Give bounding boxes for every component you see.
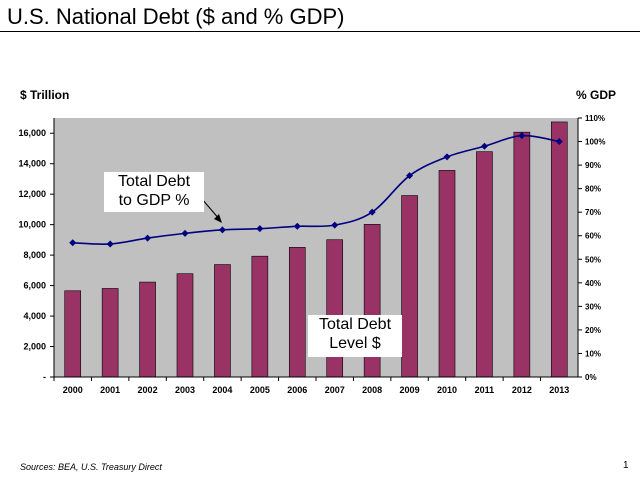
- line-point-2002: [144, 234, 152, 242]
- left-tick-label: 2,000: [23, 342, 46, 352]
- line-point-2000: [69, 239, 77, 247]
- line-point-2001: [106, 240, 114, 248]
- left-tick-label: 10,000: [18, 220, 46, 230]
- right-tick-label: 80%: [585, 185, 601, 194]
- line-point-2011: [480, 142, 488, 150]
- bar-2006: [288, 247, 306, 378]
- bar-2004: [214, 264, 231, 378]
- right-tick-label: 50%: [585, 255, 601, 264]
- x-tick-label: 2004: [212, 385, 232, 395]
- right-axis-unit-label: % GDP: [576, 88, 617, 102]
- line-point-2006: [293, 222, 301, 230]
- debt-to-gdp-callout: Total Debt to GDP %: [104, 172, 204, 212]
- x-tick-label: 2007: [325, 385, 345, 395]
- line-point-2012: [518, 132, 526, 140]
- bar-2002: [139, 281, 156, 378]
- x-tick-label: 2008: [362, 385, 382, 395]
- line-point-2005: [256, 225, 264, 233]
- left-tick-label: 12,000: [18, 189, 46, 199]
- line-point-2003: [181, 229, 189, 237]
- bar-2005: [251, 255, 269, 378]
- x-tick-label: 2006: [287, 385, 307, 395]
- left-tick-label: 6,000: [23, 281, 46, 291]
- line-point-2010: [443, 153, 451, 161]
- right-tick-label: 30%: [585, 302, 601, 311]
- x-tick-label: 2009: [400, 385, 420, 395]
- bar-2012: [513, 131, 531, 378]
- callout-arrowhead: [214, 214, 222, 223]
- line-point-2007: [331, 221, 339, 229]
- line-point-2009: [406, 172, 414, 180]
- debt-to-gdp-callout-line-2: to GDP %: [118, 192, 190, 209]
- x-tick-label: 2010: [437, 385, 457, 395]
- page-number: 1: [623, 460, 629, 471]
- debt-level-callout: Total Debt Level $: [308, 315, 402, 357]
- right-tick-label: 70%: [585, 208, 601, 217]
- bar-2003: [176, 273, 194, 378]
- left-tick-label: 14,000: [18, 159, 46, 169]
- debt-to-gdp-line: [72, 134, 560, 245]
- line-point-2008: [368, 208, 376, 216]
- title-divider: [0, 31, 640, 32]
- right-tick-label: 60%: [585, 232, 601, 241]
- right-tick-label: 90%: [585, 161, 601, 170]
- right-tick-label: 110%: [585, 114, 605, 123]
- x-tick-label: 2005: [250, 385, 270, 395]
- left-tick-label: 16,000: [18, 128, 46, 138]
- left-axis-unit-label: $ Trillion: [20, 88, 70, 102]
- right-tick-label: 100%: [585, 138, 605, 147]
- bar-2013: [550, 121, 568, 378]
- left-tick-label: 4,000: [23, 311, 46, 321]
- right-tick-label: 20%: [585, 326, 601, 335]
- bar-2001: [101, 288, 119, 378]
- x-tick-label: 2002: [138, 385, 158, 395]
- bar-2009: [401, 195, 418, 378]
- debt-level-callout-line-2: Level $: [329, 335, 381, 352]
- x-tick-label: 2000: [63, 385, 83, 395]
- right-tick-label: 0%: [585, 373, 597, 382]
- x-tick-label: 2011: [475, 385, 495, 395]
- line-point-2004: [218, 226, 226, 234]
- debt-to-gdp-callout-line-1: Total Debt: [117, 173, 191, 190]
- left-tick-label: -: [43, 372, 46, 382]
- right-tick-label: 40%: [585, 279, 601, 288]
- x-tick-label: 2013: [549, 385, 569, 395]
- sources-note: Sources: BEA, U.S. Treasury Direct: [20, 462, 162, 472]
- x-tick-label: 2012: [512, 385, 532, 395]
- bar-2000: [64, 290, 82, 378]
- left-tick-label: 8,000: [23, 250, 46, 260]
- line-point-2013: [555, 138, 563, 146]
- slide-title: U.S. National Debt ($ and % GDP): [7, 4, 345, 29]
- right-tick-label: 10%: [585, 349, 601, 358]
- debt-level-callout-line-1: Total Debt: [318, 316, 392, 333]
- x-tick-label: 2003: [175, 385, 195, 395]
- bar-2011: [476, 151, 493, 378]
- x-tick-label: 2001: [100, 385, 120, 395]
- bar-2010: [438, 170, 456, 378]
